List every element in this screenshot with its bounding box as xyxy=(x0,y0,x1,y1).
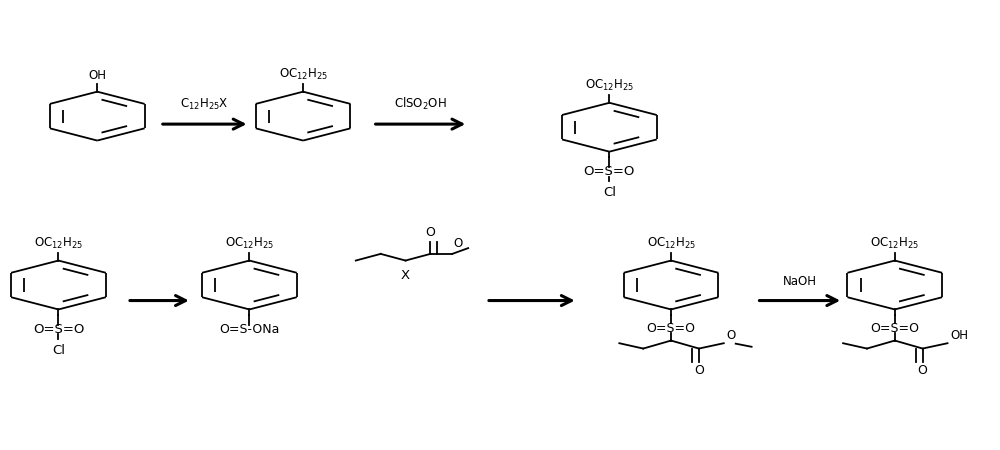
Text: O=S=O: O=S=O xyxy=(647,322,696,335)
Text: OC$_{12}$H$_{25}$: OC$_{12}$H$_{25}$ xyxy=(279,67,328,82)
Text: OC$_{12}$H$_{25}$: OC$_{12}$H$_{25}$ xyxy=(870,236,919,251)
Text: Cl: Cl xyxy=(603,186,616,199)
Text: O=S-ONa: O=S-ONa xyxy=(219,323,280,336)
Text: C$_{12}$H$_{25}$X: C$_{12}$H$_{25}$X xyxy=(180,97,229,112)
Text: O: O xyxy=(694,364,704,377)
Text: NaOH: NaOH xyxy=(783,275,817,288)
Text: O: O xyxy=(425,226,435,239)
Text: OH: OH xyxy=(88,69,106,82)
Text: OC$_{12}$H$_{25}$: OC$_{12}$H$_{25}$ xyxy=(585,78,634,93)
Text: O: O xyxy=(453,237,463,250)
Text: ClSO$_2$OH: ClSO$_2$OH xyxy=(394,95,447,112)
Text: OH: OH xyxy=(950,329,968,342)
Text: X: X xyxy=(401,269,410,282)
Text: OC$_{12}$H$_{25}$: OC$_{12}$H$_{25}$ xyxy=(34,236,83,251)
Text: O=S=O: O=S=O xyxy=(584,165,635,178)
Text: OC$_{12}$H$_{25}$: OC$_{12}$H$_{25}$ xyxy=(225,236,274,251)
Text: O: O xyxy=(727,329,736,342)
Text: O=S=O: O=S=O xyxy=(33,323,84,336)
Text: OC$_{12}$H$_{25}$: OC$_{12}$H$_{25}$ xyxy=(647,236,696,251)
Text: O=S=O: O=S=O xyxy=(870,322,919,335)
Text: Cl: Cl xyxy=(52,344,65,357)
Text: O: O xyxy=(918,364,928,377)
